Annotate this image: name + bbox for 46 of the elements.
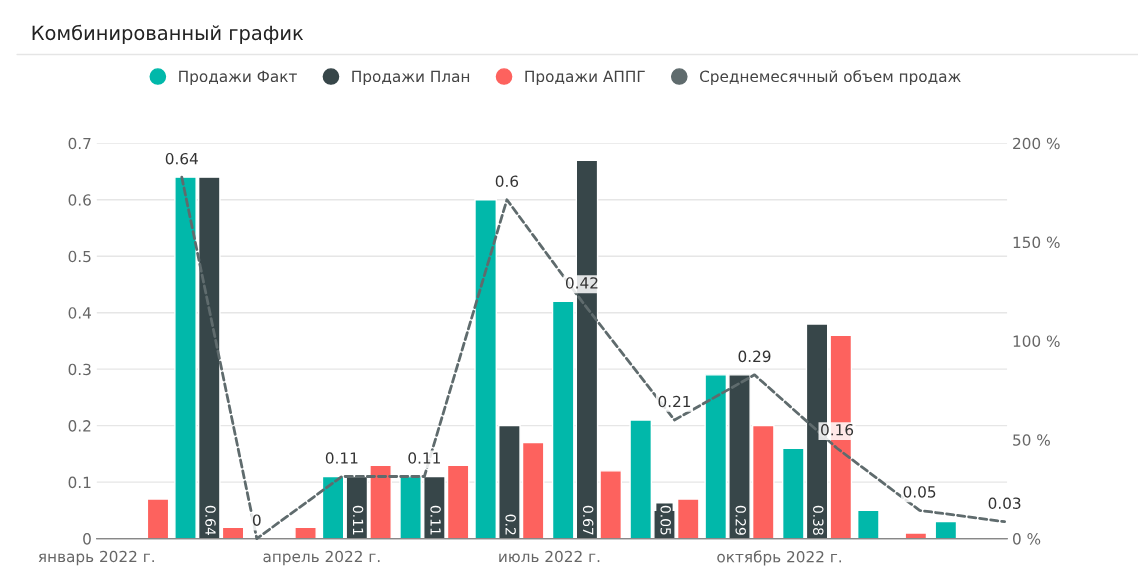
y2-tick-label: 150 % (1013, 236, 1060, 249)
data-label: 0.11 (352, 505, 364, 535)
data-label: 0.42 (565, 277, 598, 289)
data-label: 0.29 (738, 350, 771, 363)
y2-tick-label: 50 % (1013, 434, 1050, 446)
y-tick-label: 0 (83, 533, 91, 545)
legend-label: Продажи АППГ (525, 70, 645, 86)
bar (294, 526, 317, 539)
y2-tick-label: 100 % (1013, 335, 1060, 347)
data-label: 0.2 (505, 514, 516, 535)
legend-label: Продажи План (352, 70, 470, 86)
data-label: 0.11 (325, 452, 358, 464)
bar (146, 498, 170, 539)
legend-label: Среднемесячный объем продаж (699, 70, 961, 86)
y-tick-label: 0.3 (68, 363, 91, 376)
data-label: 0.67 (582, 505, 594, 535)
x-tick-label: январь 2022 г. (38, 550, 154, 566)
bar (934, 520, 958, 539)
y-tick-label: 0.5 (68, 250, 91, 263)
data-label: 0.11 (408, 452, 440, 464)
data-label: 0.05 (903, 486, 936, 498)
x-tick-label: октябрь 2022 г. (717, 550, 842, 566)
y-tick-label: 0.7 (68, 137, 91, 150)
data-label: 0.64 (205, 505, 216, 536)
data-label: 0.29 (735, 505, 746, 535)
y-tick-label: 0.4 (68, 307, 92, 319)
y2-tick-label: 0 % (1013, 533, 1041, 545)
y2-tick-label: 200 % (1013, 137, 1060, 150)
x-tick-label: апрель 2022 г. (263, 550, 380, 566)
y-tick-label: 0.1 (68, 476, 91, 489)
bar (904, 532, 928, 539)
y-tick-label: 0.2 (68, 420, 91, 432)
data-label: 0.21 (658, 395, 691, 408)
data-label: 0.03 (988, 497, 1021, 509)
legend-label: Продажи Факт (179, 70, 297, 86)
data-label: 0.38 (813, 505, 824, 535)
data-label: 0.16 (821, 424, 854, 436)
chart-title: Комбинированный график (32, 24, 304, 44)
data-label: 0.11 (430, 505, 441, 535)
data-label: 0.6 (495, 175, 519, 188)
bar (856, 509, 880, 539)
bar (321, 475, 345, 539)
y-tick-label: 0.6 (68, 194, 91, 206)
data-label: 0.64 (165, 152, 198, 165)
data-label: 0 (252, 514, 261, 526)
x-tick-label: июль 2022 г. (499, 550, 600, 563)
